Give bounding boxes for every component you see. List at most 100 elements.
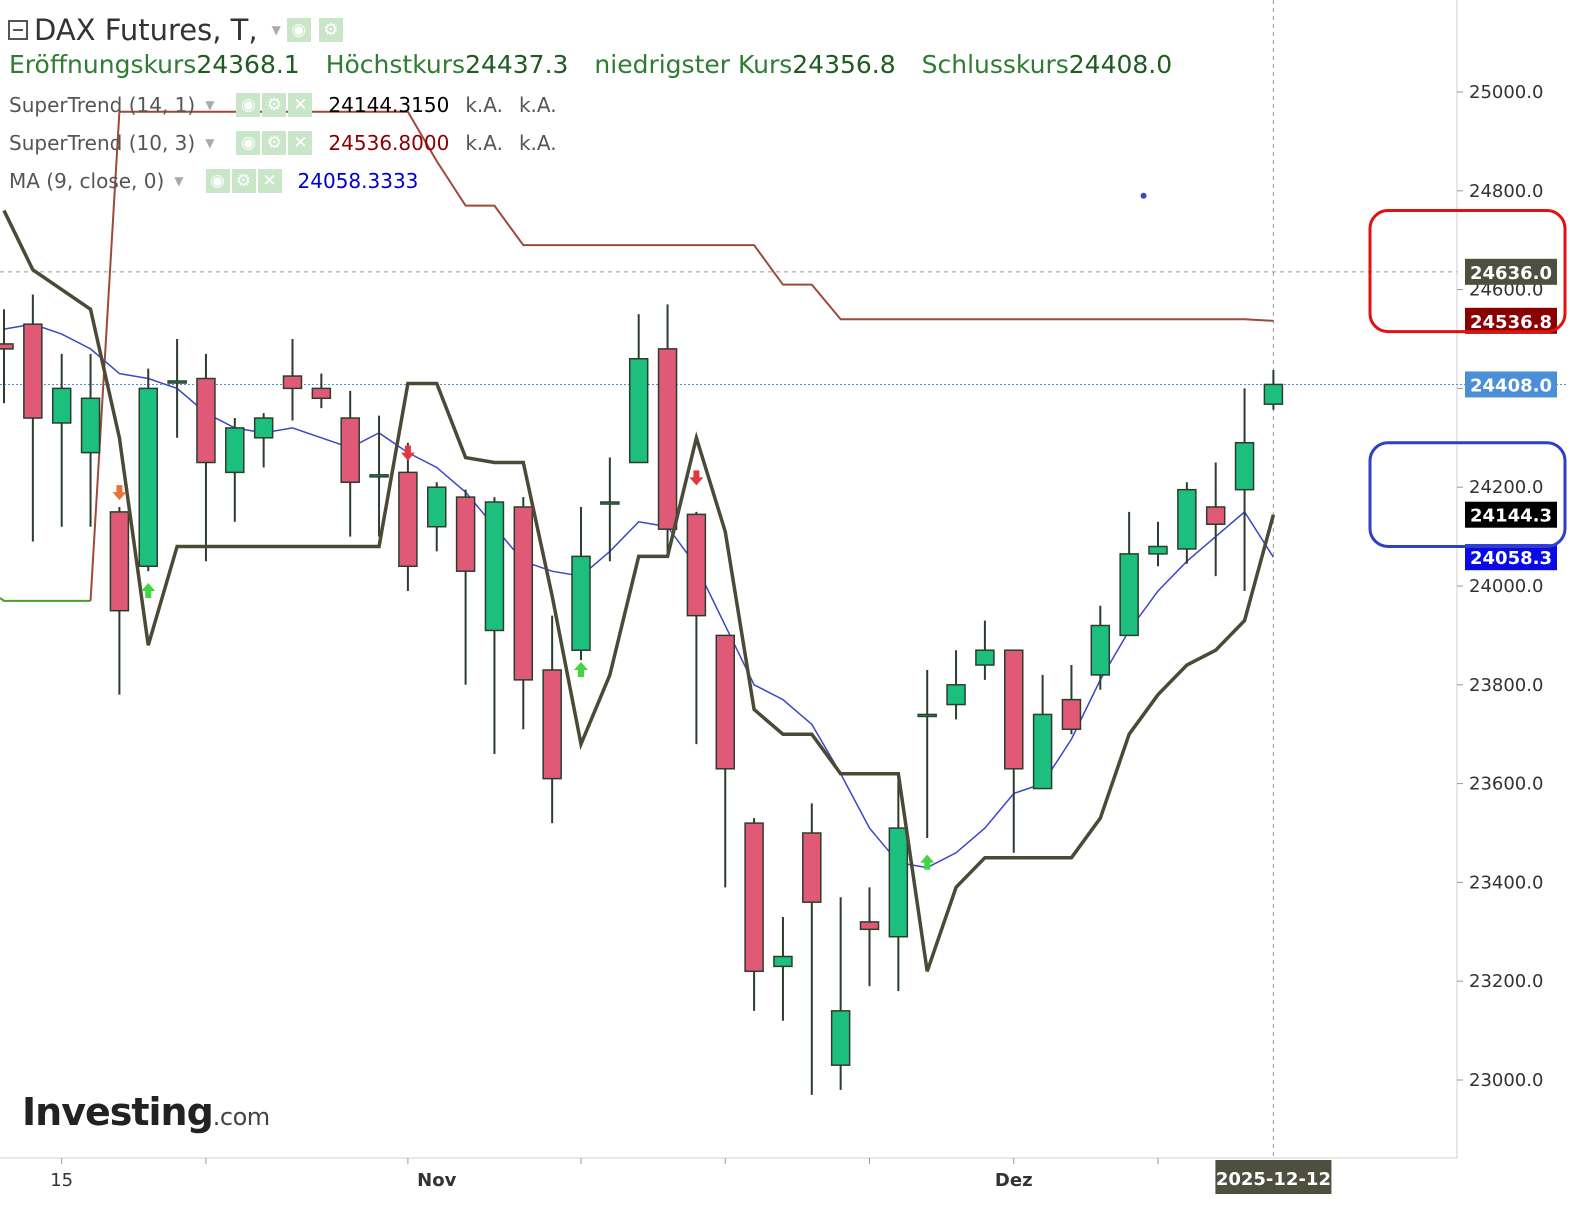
gear-icon[interactable]: ⚙ <box>318 18 343 42</box>
indicator-na: k.A. <box>465 131 503 155</box>
candle-body <box>917 713 937 718</box>
sell-signal-arrow <box>112 485 127 501</box>
buy-signal-arrow <box>141 582 156 598</box>
candle-body <box>859 921 880 931</box>
price-axis: 23000.0 23200.0 23400.0 23600.0 23800.0 24000… <box>1457 82 1543 1091</box>
highlight-box <box>1368 441 1567 548</box>
candle-body <box>657 348 678 530</box>
indicator-name: SuperTrend (10, 3) <box>9 131 196 155</box>
eye-icon[interactable]: ◉ <box>236 93 261 117</box>
candle-body <box>1234 441 1255 491</box>
candle-body <box>398 471 418 567</box>
candle-body <box>1032 713 1053 790</box>
sell-signal-arrow <box>689 470 704 486</box>
eye-icon[interactable]: ◉ <box>205 169 230 193</box>
y-tick-label: 23200.0 <box>1469 971 1543 992</box>
price-tag-label: 24408.0 <box>1470 375 1552 396</box>
close-label: Schlusskurs <box>921 50 1069 79</box>
candle-body <box>1177 488 1197 550</box>
candle-body <box>80 397 101 454</box>
candle-body <box>109 511 130 612</box>
y-tick-label: 24800.0 <box>1469 181 1543 202</box>
candle-body <box>340 417 360 484</box>
y-tick-label: 24600.0 <box>1469 280 1543 301</box>
candle-body <box>51 387 72 424</box>
price-tag-bg <box>1465 544 1557 571</box>
gear-icon[interactable]: ⚙ <box>262 93 287 117</box>
indicator-row-supertrend-10[interactable]: SuperTrend (10, 3) ▼ ◉ ⚙ ✕ 24536.8000 k.… <box>9 128 557 158</box>
close-icon[interactable]: ✕ <box>288 93 313 117</box>
candles <box>0 294 1284 1095</box>
candle-body <box>715 634 735 770</box>
x-tick-label: Dez <box>995 1170 1033 1191</box>
logo-text: Investing <box>22 1090 214 1134</box>
candle-body <box>282 375 303 390</box>
high-value: 24437.3 <box>465 50 569 79</box>
date-tag-bg <box>1215 1160 1332 1194</box>
signals <box>112 192 1147 870</box>
close-icon[interactable]: ✕ <box>288 131 313 155</box>
candle-body <box>744 822 764 973</box>
candle-body <box>946 684 966 706</box>
candle-body <box>975 649 995 666</box>
chart-title-row: DAX Futures, T, ▼ ◉ ⚙ <box>8 12 345 48</box>
indicator-name: SuperTrend (14, 1) <box>9 93 196 117</box>
y-tick-label: 23400.0 <box>1469 872 1543 893</box>
open-value: 24368.1 <box>196 50 300 79</box>
price-tag-bg <box>1465 501 1557 528</box>
indicator-value: 24536.8000 <box>328 131 450 155</box>
price-tag-label: 24636.0 <box>1470 263 1552 284</box>
candle-body <box>138 387 158 567</box>
supertrend-14-1-polyline <box>2 209 1276 972</box>
y-tick-label: 23800.0 <box>1469 675 1543 696</box>
indicator-value: 24058.3333 <box>297 169 419 193</box>
close-icon[interactable]: ✕ <box>257 169 282 193</box>
candle-body <box>1061 698 1082 731</box>
chevron-down-icon[interactable]: ▼ <box>205 136 215 150</box>
candle-body <box>1004 649 1024 770</box>
price-tag-bg <box>1465 307 1557 334</box>
close-value: 24408.0 <box>1068 50 1173 79</box>
price-tags: 24636.0 24536.8 24408.0 24144.3 24058.3 <box>1465 258 1557 571</box>
date-tag-label: 2025-12-12 <box>1216 1169 1331 1190</box>
chart-grid <box>0 0 1567 1159</box>
gear-icon[interactable]: ⚙ <box>262 131 287 155</box>
chevron-down-icon[interactable]: ▼ <box>205 98 215 112</box>
candle-body <box>253 417 274 439</box>
supertrend-10-3-uptrend <box>0 597 91 602</box>
candle-body <box>0 343 14 350</box>
gear-icon[interactable]: ⚙ <box>231 169 256 193</box>
indicator-row-supertrend-14[interactable]: SuperTrend (14, 1) ▼ ◉ ⚙ ✕ 24144.3150 k.… <box>9 90 557 120</box>
candle-body <box>513 506 534 681</box>
highlight-box <box>1368 209 1567 334</box>
candle-body <box>311 387 332 400</box>
eye-icon[interactable]: ◉ <box>236 131 261 155</box>
candle-body <box>542 669 562 780</box>
logo-suffix: .com <box>212 1103 270 1131</box>
candle-body <box>600 501 620 505</box>
indicator-row-ma[interactable]: MA (9, close, 0) ▼ ◉ ⚙ ✕ 24058.3333 <box>9 166 418 196</box>
y-tick-label: 25000.0 <box>1469 82 1543 103</box>
candle-body <box>455 496 476 572</box>
low-value: 24356.8 <box>792 50 896 79</box>
chart-title: DAX Futures, T, <box>34 13 258 47</box>
indicator-dot <box>1140 192 1147 199</box>
highlight-boxes <box>1368 209 1567 548</box>
x-tick-label: Nov <box>417 1170 456 1191</box>
chevron-down-icon[interactable]: ▼ <box>174 174 184 188</box>
y-tick-label: 23600.0 <box>1469 774 1543 795</box>
collapse-icon[interactable] <box>8 20 28 40</box>
candle-body <box>23 323 43 419</box>
chevron-down-icon[interactable]: ▼ <box>271 23 281 37</box>
time-axis: 15 Nov Dez 2025-12-12 <box>50 1158 1332 1194</box>
indicator-na: k.A. <box>518 131 557 155</box>
low-label: niedrigster Kurs <box>594 50 793 79</box>
candle-body <box>427 486 447 528</box>
price-tag-bg <box>1465 371 1557 398</box>
sell-signal-arrow <box>400 445 415 461</box>
y-tick-label: 24000.0 <box>1469 576 1543 597</box>
candle-body <box>686 513 707 617</box>
investing-logo: Investing.com <box>22 1090 270 1134</box>
eye-icon[interactable]: ◉ <box>286 18 311 42</box>
